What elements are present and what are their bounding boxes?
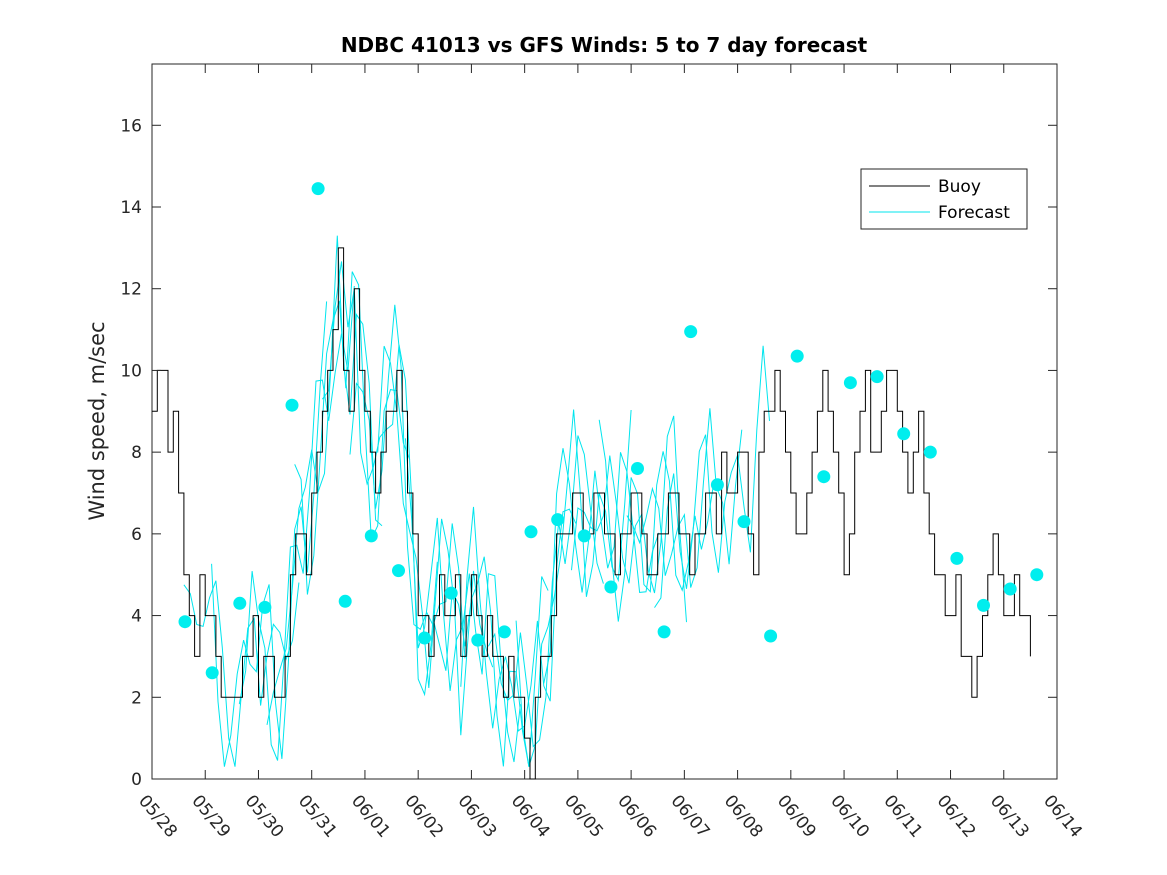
forecast-line — [571, 415, 687, 623]
forecast-marker — [923, 445, 937, 459]
forecast-line — [543, 448, 660, 684]
forecast-marker — [497, 625, 511, 639]
forecast-line — [598, 419, 715, 622]
forecast-marker — [577, 529, 591, 543]
forecast-marker — [471, 633, 485, 647]
forecast-marker — [524, 525, 538, 539]
y-tick-label: 14 — [120, 198, 142, 218]
forecast-marker — [817, 470, 831, 484]
forecast-marker — [657, 625, 671, 639]
forecast-marker — [790, 349, 804, 363]
y-tick-label: 2 — [131, 688, 142, 708]
axes-frame — [151, 63, 1058, 780]
y-tick-label: 16 — [120, 116, 142, 136]
y-tick-label: 6 — [131, 525, 142, 545]
forecast-marker — [364, 529, 378, 543]
forecast-line — [404, 438, 521, 763]
forecast-marker — [977, 598, 990, 612]
forecast-line — [321, 261, 438, 697]
forecast-marker — [950, 551, 964, 565]
forecast-line — [266, 235, 383, 725]
forecast-line — [349, 304, 466, 659]
forecast-marker — [551, 513, 565, 527]
forecast-marker — [870, 370, 884, 384]
forecast-line — [377, 345, 494, 736]
plot-area — [151, 63, 1058, 780]
forecast-marker — [392, 564, 405, 578]
forecast-marker — [258, 600, 272, 614]
forecast-marker — [418, 631, 432, 645]
forecast-marker — [338, 594, 352, 608]
forecast-marker — [604, 580, 618, 594]
forecast-marker — [311, 182, 325, 196]
y-axis-label: Wind speed, m/sec — [85, 321, 109, 520]
forecast-marker — [631, 462, 644, 475]
forecast-marker — [1030, 568, 1044, 582]
y-axis: 0 2 4 6 8 10 12 14 16 — [120, 116, 1057, 790]
forecast-marker — [178, 615, 192, 629]
legend-label: Buoy — [938, 177, 981, 197]
y-tick-label: 0 — [131, 770, 142, 790]
forecast-line — [654, 345, 770, 608]
y-tick-label: 8 — [131, 443, 142, 463]
forecast-line — [626, 408, 743, 588]
legend: Buoy Forecast — [860, 168, 1028, 230]
forecast-marker — [205, 666, 219, 680]
forecast-marker — [710, 478, 724, 492]
forecast-marker — [843, 376, 857, 390]
y-tick-label: 4 — [131, 607, 142, 627]
forecast-marker — [897, 427, 911, 441]
forecast-marker — [684, 325, 698, 339]
forecast-marker — [1003, 582, 1017, 596]
legend-label: Forecast — [938, 203, 1010, 223]
chart-title: NDBC 41013 vs GFS Winds: 5 to 7 day fore… — [341, 33, 868, 57]
forecast-line — [294, 271, 411, 595]
forecast-marker — [233, 596, 247, 610]
forecast-marker — [764, 629, 778, 643]
y-tick-label: 12 — [120, 280, 142, 300]
forecast-line — [211, 301, 328, 767]
forecast-marker — [444, 586, 458, 600]
y-tick-label: 10 — [120, 361, 142, 381]
forecast-line — [487, 435, 604, 748]
legend-box — [860, 168, 1028, 230]
forecast-marker — [285, 398, 299, 412]
forecast-marker — [737, 515, 751, 529]
